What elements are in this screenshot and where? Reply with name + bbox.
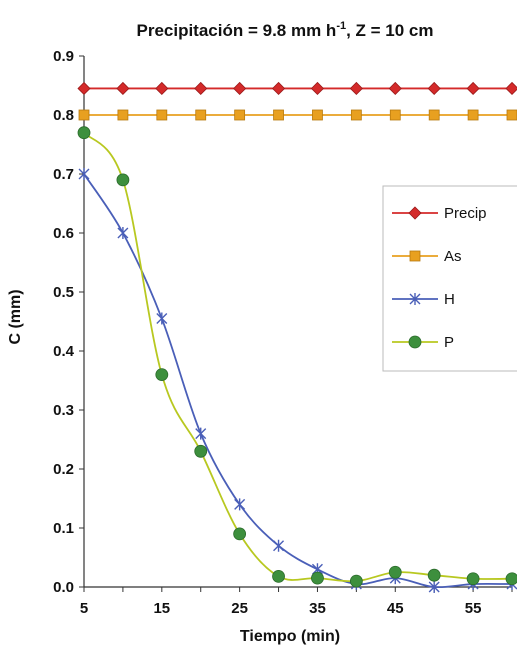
legend-marker [409, 250, 421, 262]
x-tick-label: 45 [387, 600, 404, 617]
series-precip [77, 81, 517, 96]
data-point [233, 527, 247, 541]
y-tick-label: 0.4 [53, 343, 75, 360]
data-point [273, 539, 285, 552]
data-point [78, 109, 90, 121]
data-point [427, 81, 441, 96]
data-point [389, 109, 401, 121]
data-point [78, 168, 90, 180]
data-point [311, 571, 324, 585]
x-tick-label: 5 [80, 600, 88, 617]
y-tick-label: 0.8 [53, 107, 74, 124]
data-point [505, 81, 517, 96]
data-point [505, 572, 517, 586]
data-point [349, 81, 363, 96]
data-point [194, 81, 208, 96]
data-point [388, 81, 402, 96]
legend-label: H [444, 291, 455, 308]
chart-title: Precipitación = 9.8 mm h-1, Z = 10 cm [136, 20, 433, 40]
y-tick-label: 0.7 [53, 166, 74, 183]
x-axis-title: Tiempo (min) [240, 628, 340, 645]
y-tick-label: 0.3 [53, 402, 74, 419]
data-point [116, 173, 130, 187]
x-tick-label: 15 [153, 600, 170, 617]
x-tick-label: 35 [309, 600, 326, 617]
data-point [310, 81, 325, 96]
data-point [194, 444, 208, 458]
y-tick-label: 0.2 [53, 461, 74, 478]
data-point [155, 368, 169, 382]
data-point [273, 109, 284, 121]
y-tick-label: 0.9 [53, 48, 74, 65]
data-point [156, 109, 168, 121]
data-point [388, 565, 402, 579]
y-tick-label: 0.0 [53, 579, 74, 596]
data-point [271, 81, 286, 96]
data-point [77, 126, 91, 140]
data-point [195, 109, 207, 121]
series-p [77, 126, 517, 588]
legend: Precip As H P [382, 185, 517, 372]
legend-marker [408, 335, 422, 349]
legend-label: Precip [444, 205, 487, 222]
data-point [77, 81, 91, 96]
data-point [156, 312, 168, 325]
y-tick-label: 0.6 [53, 225, 74, 242]
data-point [467, 109, 479, 121]
data-point [312, 109, 323, 121]
data-point [234, 498, 246, 511]
y-tick-label: 0.1 [53, 520, 74, 537]
y-tick-label: 0.5 [53, 284, 74, 301]
legend-label: P [444, 334, 454, 351]
legend-marker [408, 206, 422, 220]
x-tick-label: 55 [465, 600, 482, 617]
data-point [116, 81, 130, 96]
y-axis: 0.0 0.1 0.2 0.3 0.4 0.5 0.6 0.7 0.8 0.9 [53, 48, 84, 596]
y-axis-title: C (mm) [7, 289, 24, 344]
x-tick-label: 25 [231, 600, 248, 617]
series-layer [77, 81, 517, 593]
data-point [117, 227, 129, 239]
data-point [428, 109, 440, 121]
series-as [78, 109, 517, 121]
legend-marker [409, 293, 421, 305]
data-point [428, 581, 440, 593]
legend-box [382, 185, 517, 372]
legend-label: As [444, 248, 462, 265]
data-point [350, 109, 362, 121]
data-point [234, 109, 246, 121]
data-point [155, 81, 169, 96]
data-point [466, 572, 480, 586]
data-point [233, 81, 247, 96]
data-point [349, 574, 363, 588]
data-point [506, 109, 517, 121]
x-axis: 5 15 25 35 45 55 [80, 587, 513, 617]
data-point [195, 427, 207, 440]
data-point [272, 569, 285, 583]
data-point [117, 109, 129, 121]
data-point [427, 568, 441, 582]
data-point [466, 81, 480, 96]
